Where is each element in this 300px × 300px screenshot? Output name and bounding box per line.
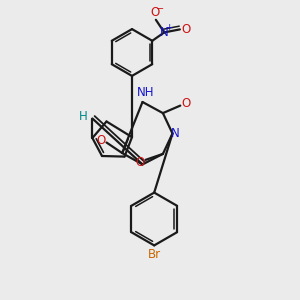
Text: O: O [151, 6, 160, 19]
Text: O: O [182, 23, 191, 36]
Text: Br: Br [148, 248, 161, 261]
Text: NH: NH [137, 86, 154, 100]
Text: H: H [78, 110, 87, 124]
Text: N: N [171, 127, 180, 140]
Text: −: − [156, 4, 164, 14]
Text: N: N [160, 26, 169, 39]
Text: O: O [136, 156, 145, 169]
Text: +: + [165, 22, 173, 32]
Text: O: O [181, 97, 190, 110]
Text: O: O [97, 134, 106, 147]
